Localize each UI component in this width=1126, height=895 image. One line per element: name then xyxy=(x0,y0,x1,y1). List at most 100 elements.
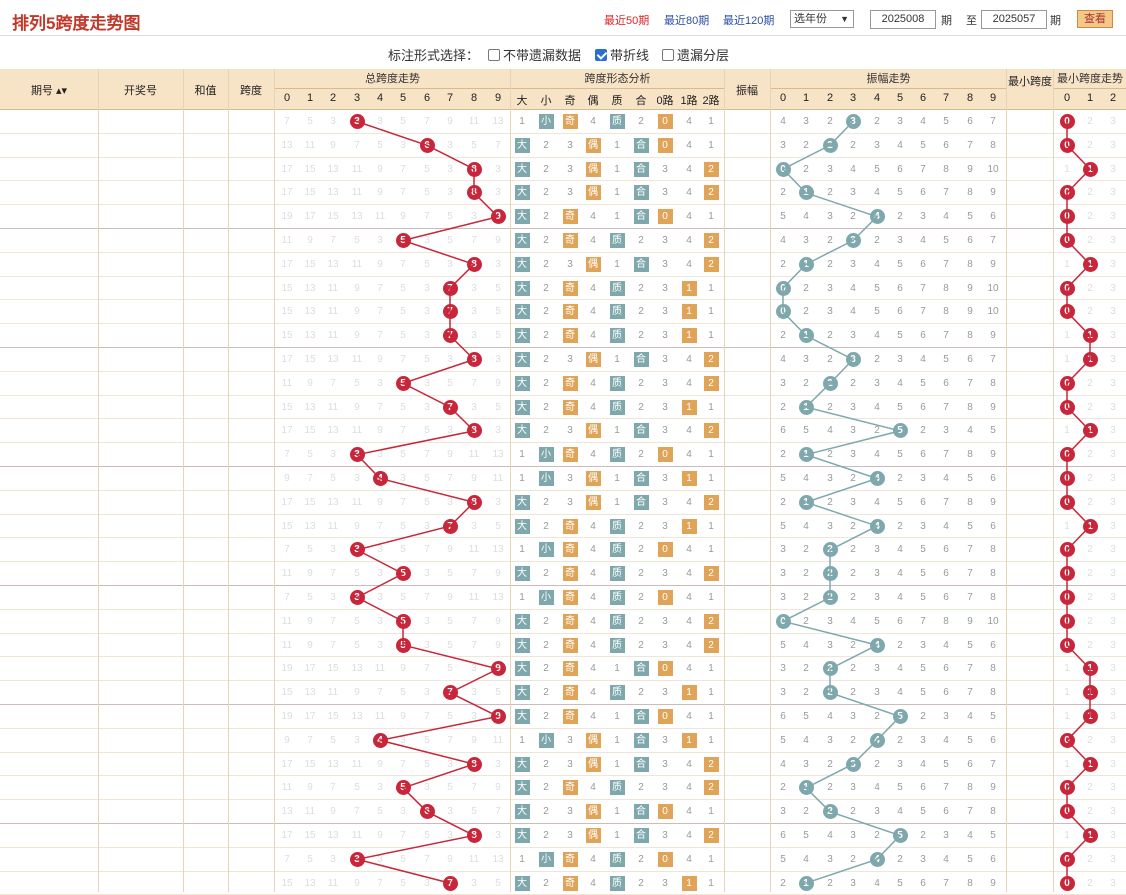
span-ball: 5 xyxy=(393,562,413,585)
min-miss: 2 xyxy=(1087,235,1093,246)
form-cell: 大 xyxy=(510,610,534,633)
amp-miss: 4 xyxy=(943,639,949,651)
span-ball: 3 xyxy=(349,851,365,867)
span-miss: 7 xyxy=(400,425,406,437)
sum-cell xyxy=(183,824,228,847)
amp-ball: 2 xyxy=(820,657,840,680)
option-no-missing[interactable]: 不带遗漏数据 xyxy=(488,45,581,64)
form-cell: 2 xyxy=(638,377,644,389)
amp-miss: 3 xyxy=(780,687,786,699)
option-layered[interactable]: 遗漏分层 xyxy=(662,45,729,64)
span-miss: 17 xyxy=(304,711,316,722)
year-select[interactable]: 选年份 ▼ xyxy=(790,10,854,28)
form-cell: 2 xyxy=(638,282,644,294)
min-miss: 3 xyxy=(1110,425,1116,437)
option-polyline[interactable]: 带折线 xyxy=(595,45,649,64)
form-mark: 质 xyxy=(609,875,625,891)
form-cell: 大 xyxy=(510,300,534,323)
span-miss: 13 xyxy=(327,163,339,175)
form-cell: 2 xyxy=(543,425,549,437)
form-cell: 奇 xyxy=(558,443,582,466)
form-head: 1路 xyxy=(680,95,698,107)
amp-miss: 2 xyxy=(803,306,809,318)
form-cell: 质 xyxy=(605,443,629,466)
min-digit-head: 2 xyxy=(1109,92,1117,104)
span-miss: 3 xyxy=(400,473,406,484)
min-ball: 1 xyxy=(1080,324,1100,347)
span-miss: 17 xyxy=(281,187,293,199)
recent-50-link[interactable]: 最近50期 xyxy=(604,15,650,27)
form-cell: 小 xyxy=(534,443,558,466)
amp-ball: 4 xyxy=(867,729,887,752)
checkbox-no-missing[interactable] xyxy=(488,48,500,61)
span-miss: 9 xyxy=(377,496,383,508)
query-button[interactable]: 查看 xyxy=(1077,10,1113,28)
span-miss: 15 xyxy=(327,663,339,675)
amp-miss: 8 xyxy=(943,163,949,175)
span-ball: 6 xyxy=(419,804,435,820)
amp-miss: 2 xyxy=(803,615,809,627)
span-miss: 3 xyxy=(495,354,501,365)
table-header: 期号 ▴▾ 开奖号 和值 跨度 总跨度走势 跨度形态分析 振幅 振幅走势 最小跨度 最小跨度走势 0… xyxy=(0,69,1126,110)
recent-120-link[interactable]: 最近120期 xyxy=(723,15,775,27)
min-span-cell xyxy=(1007,277,1053,300)
form-cell: 大 xyxy=(510,491,534,514)
min-ball: 1 xyxy=(1080,824,1100,847)
form-cell: 4 xyxy=(686,258,692,270)
amp-miss: 5 xyxy=(920,139,926,151)
form-mark: 奇 xyxy=(562,661,578,677)
checkbox-layered[interactable] xyxy=(662,48,674,61)
min-miss: 3 xyxy=(1110,615,1116,627)
form-mark: 大 xyxy=(514,423,530,439)
span-miss: 7 xyxy=(424,211,430,223)
amp-ball: 3 xyxy=(843,110,863,133)
span-miss: 7 xyxy=(447,734,453,746)
from-issue-input[interactable]: 2025008 xyxy=(870,10,936,29)
amp-miss: 3 xyxy=(850,782,856,794)
amp-miss: 6 xyxy=(897,615,903,627)
amp-miss: 2 xyxy=(803,377,809,389)
amp-miss: 6 xyxy=(990,853,996,865)
span-miss: 13 xyxy=(327,258,339,270)
span-miss: 7 xyxy=(424,544,430,556)
min-ball: 0 xyxy=(1057,229,1077,252)
span-ball: 7 xyxy=(442,685,458,701)
form-cell: 偶 xyxy=(581,729,605,752)
to-issue-input[interactable]: 2025057 xyxy=(981,10,1047,29)
span-ball: 3 xyxy=(347,538,367,561)
form-mark: 0 xyxy=(657,709,673,724)
form-cell: 2 xyxy=(543,163,549,175)
span-miss: 9 xyxy=(495,377,501,389)
form-cell: 3 xyxy=(662,235,668,246)
form-cell: 1 xyxy=(519,544,525,556)
min-miss: 2 xyxy=(1087,568,1093,580)
min-miss: 3 xyxy=(1110,187,1116,199)
span-miss: 3 xyxy=(495,758,501,770)
span-miss: 11 xyxy=(327,401,339,413)
issue-cell xyxy=(0,753,98,776)
span-miss: 15 xyxy=(304,163,316,175)
form-head: 质 xyxy=(611,95,623,107)
form-cell: 质 xyxy=(605,372,629,395)
form-mark: 奇 xyxy=(562,780,578,796)
span-miss: 9 xyxy=(447,853,453,865)
amp-miss: 2 xyxy=(897,639,903,651)
form-mark: 大 xyxy=(514,399,530,415)
checkbox-polyline[interactable] xyxy=(595,48,607,61)
amp-ball: 2 xyxy=(822,542,838,558)
form-mark: 奇 xyxy=(562,566,578,582)
amp-miss: 8 xyxy=(967,401,973,413)
form-cell: 1 xyxy=(614,473,620,484)
recent-80-link[interactable]: 最近80期 xyxy=(664,15,710,27)
span-miss: 11 xyxy=(351,425,363,437)
amp-miss: 6 xyxy=(920,401,926,413)
min-miss: 3 xyxy=(1110,282,1116,294)
issue-cell xyxy=(0,776,98,799)
form-cell: 大 xyxy=(510,753,534,776)
form-cell: 4 xyxy=(686,187,692,199)
span-miss: 3 xyxy=(377,615,383,627)
form-mark: 质 xyxy=(609,851,625,867)
form-cell: 2 xyxy=(699,158,723,181)
form-cell: 4 xyxy=(686,235,692,246)
amp-ball: 5 xyxy=(892,709,908,724)
